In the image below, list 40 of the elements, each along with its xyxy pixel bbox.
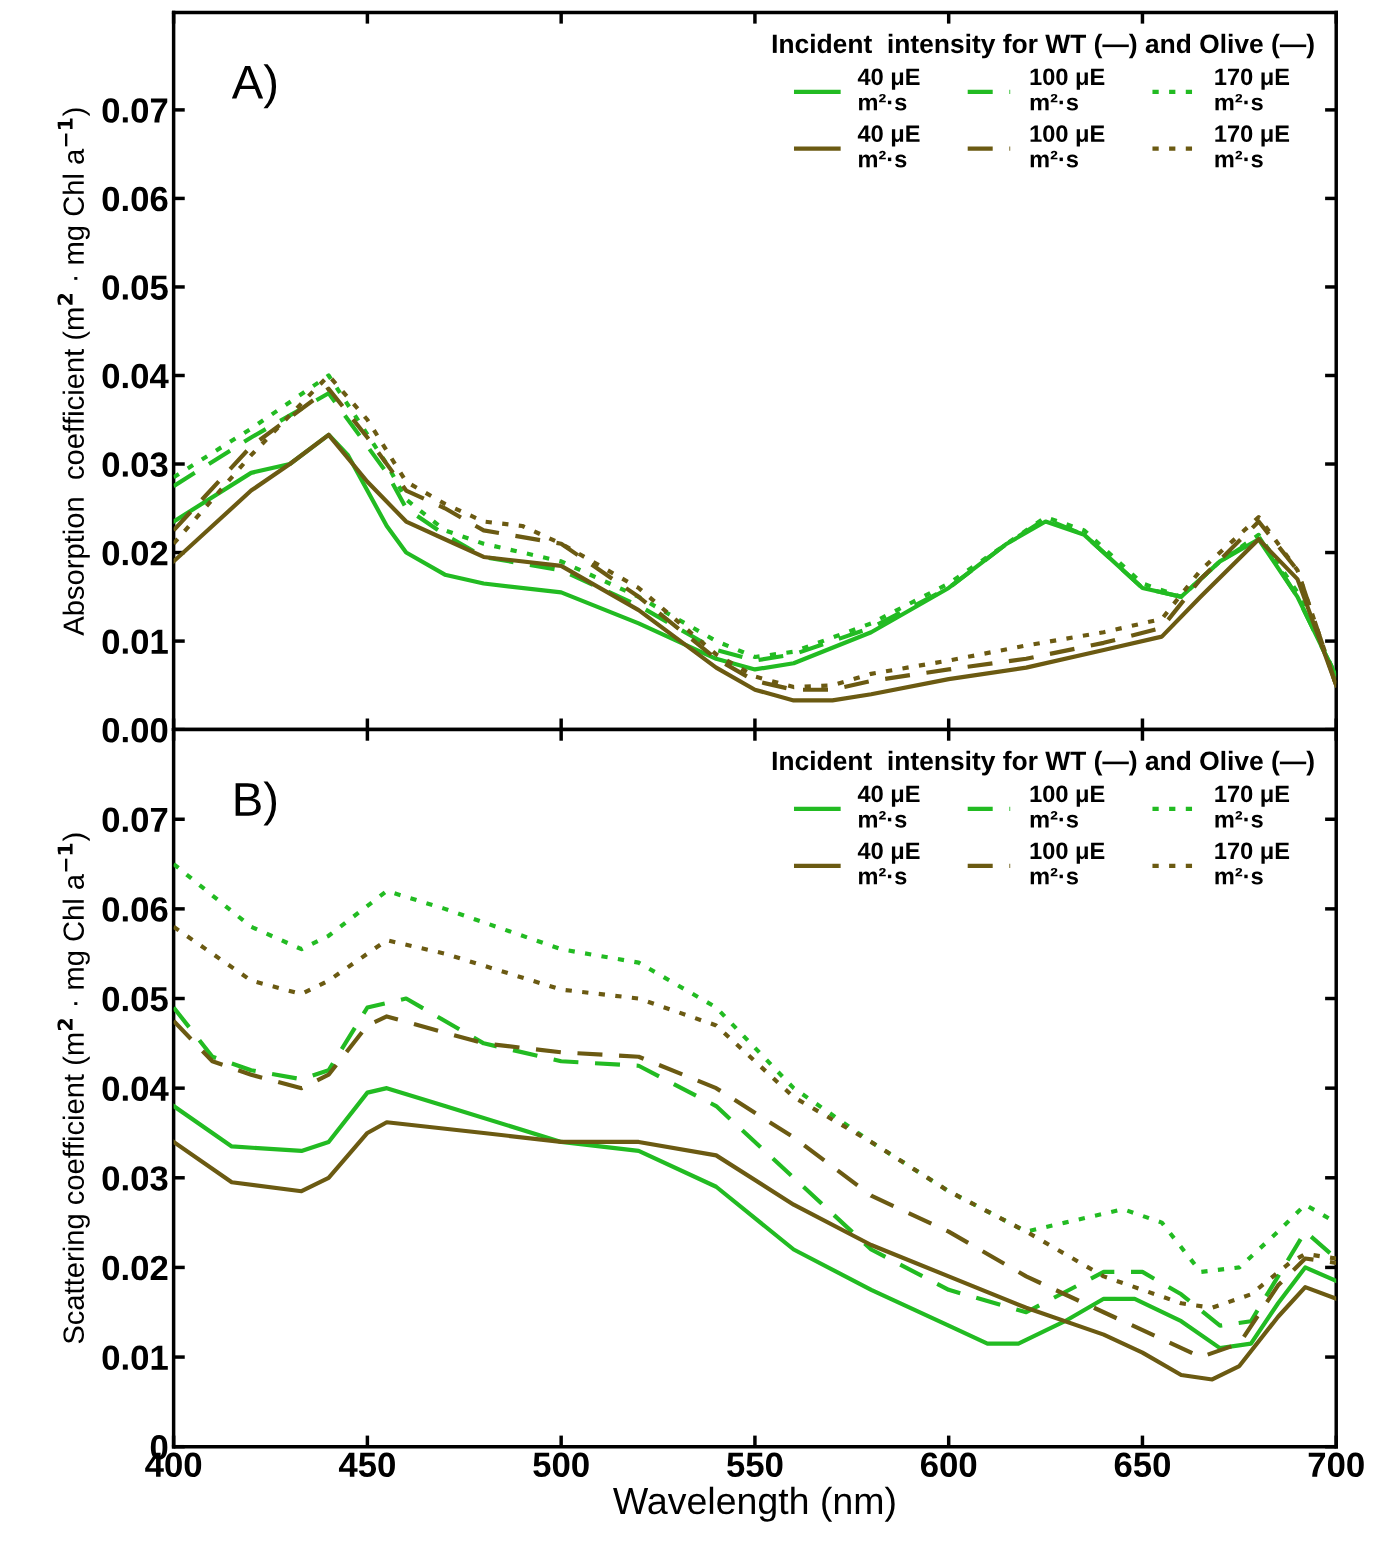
y-tick-label: 0.00 bbox=[102, 717, 168, 743]
y-tick-label: 0.03 bbox=[102, 452, 168, 477]
annotation: A) bbox=[231, 64, 277, 109]
y-tick-label: 0.03 bbox=[102, 1166, 168, 1191]
legend-title: Incident intensity for WT (—) and Olive (—) bbox=[772, 33, 1314, 59]
legend-label: 40 μE m²·s bbox=[857, 842, 920, 885]
y-tick-label: 0.02 bbox=[102, 540, 168, 566]
legend-label: 170 μE m²·s bbox=[1215, 842, 1290, 885]
y-tick-label: 0.05 bbox=[102, 986, 168, 1012]
x-axis-title: Wavelength (nm) bbox=[613, 1486, 895, 1522]
y-axis-title: Scattering coefficient (m$^{2}$ · mg Chl a$^{−1}$) bbox=[57, 833, 90, 1344]
legend-label: 40 μE m²·s bbox=[857, 68, 920, 111]
legend-label: 170 μE m²·s bbox=[1215, 785, 1290, 828]
y-axis-title: Absorption coefficient (m$^{2}$ · mg Chl a$^{−1}$) bbox=[57, 108, 90, 636]
x-tick-label: 700 bbox=[1308, 1452, 1364, 1478]
legend-label: 170 μE m²·s bbox=[1215, 125, 1290, 168]
y-tick-label: 0.06 bbox=[102, 186, 168, 212]
x-tick-label: 650 bbox=[1114, 1452, 1170, 1478]
legend-label: 40 μE m²·s bbox=[857, 125, 920, 168]
y-tick-label: 0.07 bbox=[102, 98, 168, 123]
x-tick-label: 600 bbox=[920, 1452, 977, 1478]
legend-label: 40 μE m²·s bbox=[857, 785, 920, 828]
legend-label: 170 μE m²·s bbox=[1215, 68, 1290, 111]
legend-label: 100 μE m²·s bbox=[1030, 842, 1105, 885]
y-tick-label: 0.04 bbox=[102, 1076, 169, 1102]
y-tick-label: 0.05 bbox=[102, 275, 168, 300]
annotation: B) bbox=[235, 781, 277, 826]
y-tick-label: 0.06 bbox=[102, 897, 168, 922]
legend-title: Incident intensity for WT (—) and Olive (—) bbox=[772, 750, 1314, 776]
legend-label: 100 μE m²·s bbox=[1030, 125, 1105, 168]
y-tick-label: 0.02 bbox=[102, 1255, 168, 1281]
legend-label: 100 μE m²·s bbox=[1030, 68, 1105, 111]
y-tick-label: 0.04 bbox=[102, 363, 169, 389]
legend-label: 100 μE m²·s bbox=[1030, 785, 1105, 828]
y-tick-label: 0.01 bbox=[102, 1345, 168, 1370]
x-tick-label: 550 bbox=[727, 1452, 783, 1478]
x-tick-label: 450 bbox=[338, 1452, 395, 1478]
x-tick-label: 500 bbox=[533, 1452, 589, 1478]
y-tick-label: 0.01 bbox=[102, 629, 168, 654]
y-tick-label: 0.07 bbox=[102, 807, 168, 833]
